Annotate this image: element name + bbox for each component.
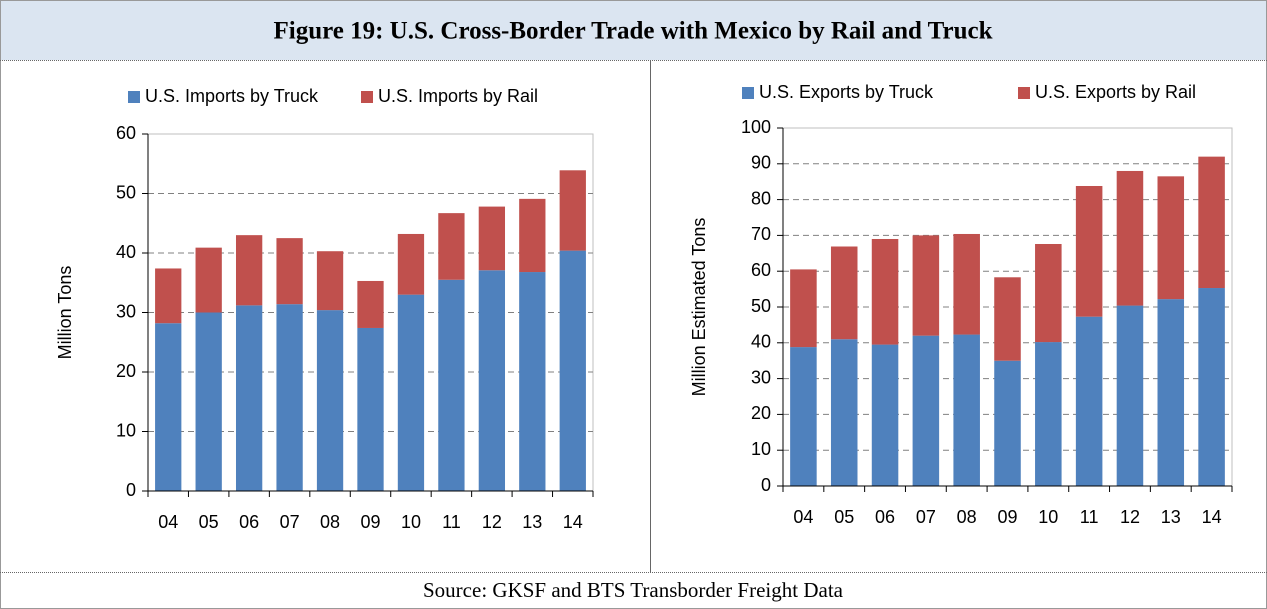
y-tick-label: 30 [116,301,136,321]
bar-segment [276,304,303,491]
x-tick-label: 06 [875,507,895,527]
bar-segment [1157,299,1185,486]
bar-segment [195,247,222,313]
y-tick-label: 70 [751,224,771,244]
x-tick-label: 13 [522,512,542,532]
y-tick-label: 20 [116,361,136,381]
x-tick-label: 14 [1202,507,1222,527]
x-tick-label: 04 [793,507,813,527]
bar-segment [953,334,980,486]
bar-segment [155,323,182,491]
bar-segment [397,233,425,295]
legend-swatch [361,91,373,103]
x-tick-label: 11 [442,512,461,532]
y-axis-label: Million Tons [55,266,75,360]
y-tick-label: 20 [751,403,771,423]
y-tick-label: 10 [116,420,136,440]
y-tick-label: 90 [751,153,771,173]
legend-label: U.S. Exports by Rail [1035,82,1196,102]
bar-segment [276,238,303,305]
bar-segment [438,279,465,491]
bar-segment [1198,156,1225,289]
bar-segment [912,335,940,486]
x-tick-label: 14 [563,512,583,532]
x-tick-label: 10 [401,512,421,532]
x-tick-label: 13 [1161,507,1181,527]
bar-segment [1157,176,1185,300]
bar-segment [1075,316,1103,486]
bar-segment [830,339,858,486]
y-tick-label: 40 [751,332,771,352]
legend-label: U.S. Imports by Truck [145,86,319,106]
legend-swatch [128,91,140,103]
bar-segment [438,213,465,280]
x-tick-label: 12 [482,512,502,532]
bar-segment [912,235,940,336]
bar-segment [155,268,182,324]
legend-swatch [1018,87,1030,99]
bar-segment [478,206,506,271]
x-tick-label: 07 [280,512,300,532]
bar-segment [994,277,1021,361]
bar-segment [316,251,344,311]
source-note: Source: GKSF and BTS Transborder Freight… [423,578,844,602]
x-tick-label: 04 [158,512,178,532]
y-tick-label: 40 [116,242,136,262]
y-tick-label: 30 [751,367,771,387]
x-tick-label: 06 [239,512,259,532]
bar-segment [1198,288,1225,486]
bar-segment [1035,342,1062,486]
bar-segment [357,280,384,328]
bar-segment [994,360,1021,486]
x-tick-label: 05 [834,507,854,527]
y-tick-label: 50 [116,182,136,202]
bar-segment [871,344,899,486]
bar-segment [478,270,506,491]
bar-segment [235,305,263,491]
y-tick-label: 60 [116,123,136,143]
bar-segment [235,235,263,306]
bar-segment [357,327,384,491]
x-tick-label: 09 [360,512,380,532]
x-tick-label: 09 [997,507,1017,527]
bar-segment [519,272,546,491]
x-tick-label: 08 [957,507,977,527]
x-tick-label: 10 [1038,507,1058,527]
y-tick-label: 0 [126,480,136,500]
x-tick-label: 05 [199,512,219,532]
x-tick-label: 12 [1120,507,1140,527]
bar-segment [559,250,586,491]
y-tick-label: 50 [751,296,771,316]
bar-segment [790,347,817,486]
bar-segment [790,269,817,348]
bar-segment [1035,243,1062,343]
title-band [1,1,1266,60]
bar-segment [559,170,586,251]
bar-segment [195,312,222,491]
x-tick-label: 07 [916,507,936,527]
y-axis-label: Million Estimated Tons [689,218,709,397]
figure-title: Figure 19: U.S. Cross-Border Trade with … [274,18,993,45]
x-tick-label: 08 [320,512,340,532]
legend-swatch [742,87,754,99]
bar-segment [397,294,425,491]
bar-segment [830,246,858,340]
bar-segment [871,238,899,345]
bar-segment [1116,305,1144,486]
bar-segment [316,310,344,491]
y-tick-label: 80 [751,188,771,208]
legend-label: U.S. Imports by Rail [378,86,538,106]
y-tick-label: 10 [751,439,771,459]
bar-segment [519,198,546,273]
y-tick-label: 100 [741,117,771,137]
y-tick-label: 60 [751,260,771,280]
bar-segment [1075,185,1103,317]
legend-label: U.S. Exports by Truck [759,82,934,102]
x-tick-label: 11 [1080,507,1099,527]
bar-segment [953,233,980,335]
y-tick-label: 0 [761,475,771,495]
bar-segment [1116,170,1144,306]
